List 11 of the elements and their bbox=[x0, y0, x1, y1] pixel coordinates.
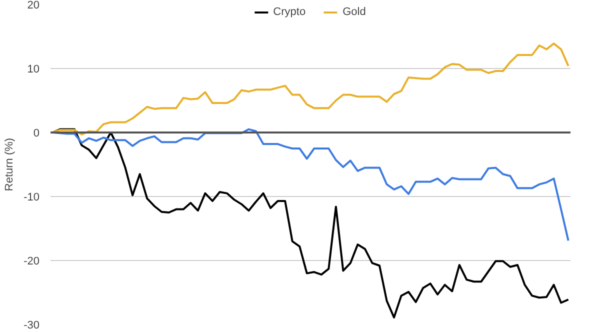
y-tick-label: 10 bbox=[27, 64, 40, 76]
y-tick-label: 20 bbox=[27, 0, 40, 12]
line-series bbox=[52, 128, 570, 318]
legend-label: Gold bbox=[342, 6, 366, 18]
line-series bbox=[52, 42, 570, 136]
y-tick-label: -30 bbox=[24, 320, 40, 332]
legend-label: Crypto bbox=[273, 6, 306, 18]
y-tick-label: -20 bbox=[24, 256, 40, 268]
y-axis-title: Return (%) bbox=[4, 138, 16, 192]
y-tick-label: -10 bbox=[24, 192, 40, 204]
y-tick-label: 0 bbox=[33, 128, 40, 140]
